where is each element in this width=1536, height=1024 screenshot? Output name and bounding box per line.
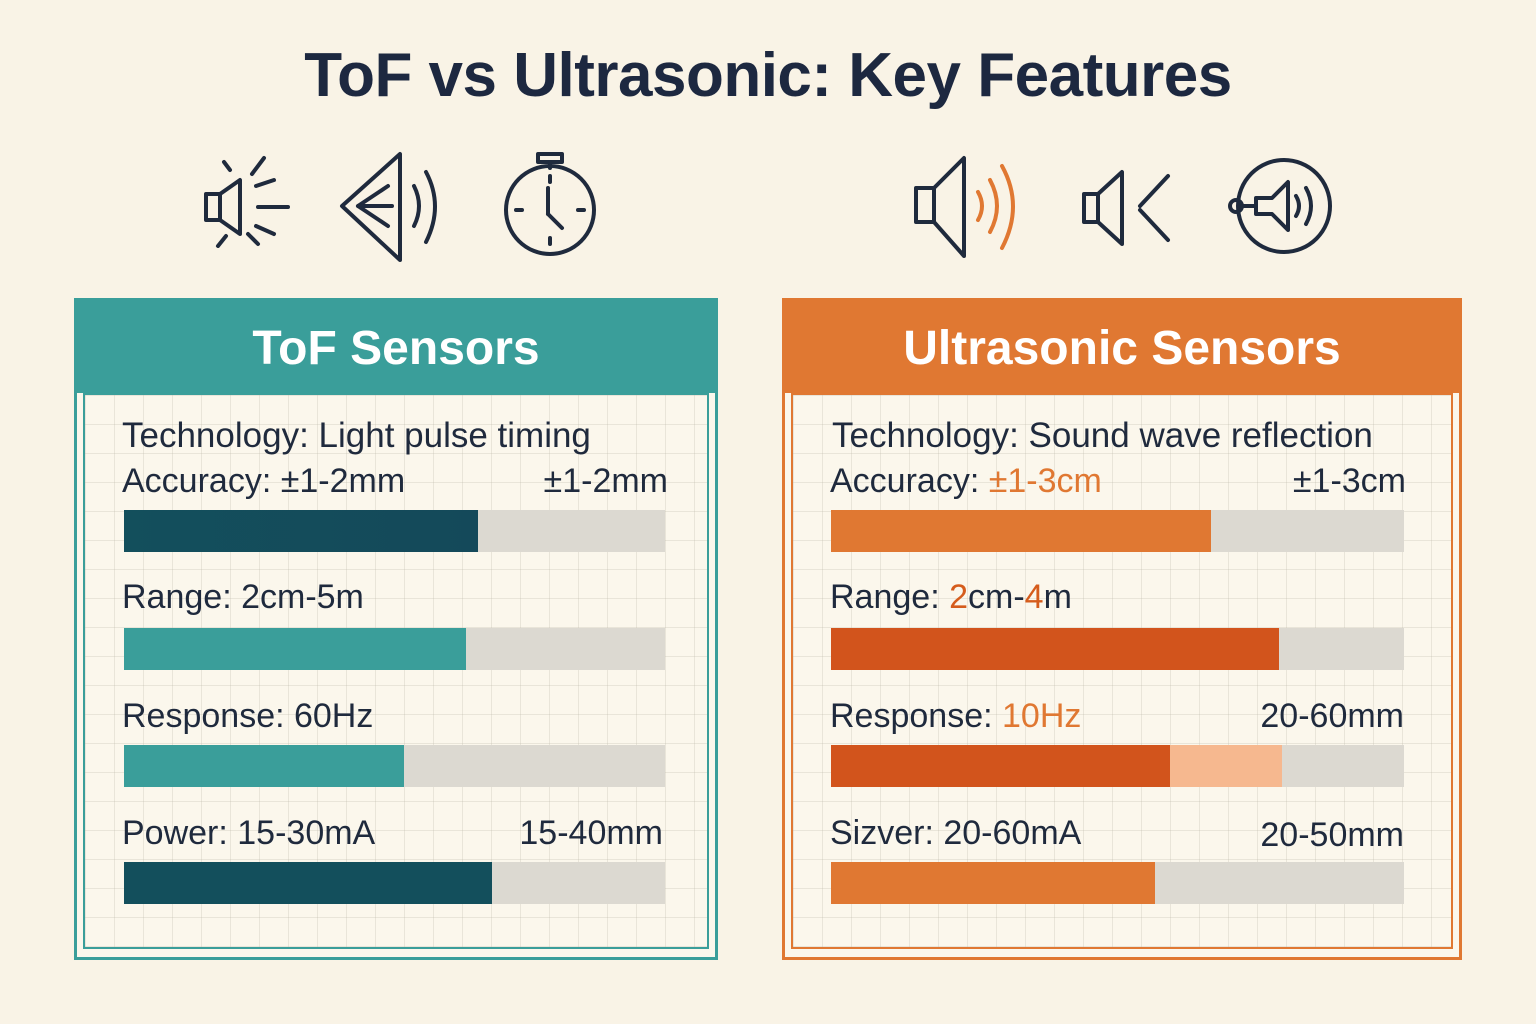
page-title: ToF vs Ultrasonic: Key Features <box>304 41 1232 110</box>
ultra-accuracy-value: ±1-3cm <box>1292 462 1406 500</box>
tof-header: ToF Sensors <box>77 301 715 393</box>
ultra-range-max: 4 <box>1024 578 1044 616</box>
ultra-size-label: Sizver: 20-60mA <box>830 814 1082 852</box>
ultra-accuracy-prefix: Accuracy: <box>830 462 989 500</box>
ultrasonic-header: Ultrasonic Sensors <box>785 301 1459 393</box>
tof-response-label: Response: 60Hz <box>122 697 374 735</box>
ultra-size-bar <box>831 862 1404 904</box>
ultra-accuracy-bar-fill <box>831 510 1212 552</box>
tof-range-label: Range: 2cm-5m <box>122 578 364 616</box>
ultra-range-label: Range: 2cm-4m <box>830 578 1072 617</box>
speaker-echo-icon <box>1080 166 1172 252</box>
ultra-response-value: 20-60mm <box>1260 697 1404 735</box>
speaker-wave-icon <box>336 150 446 266</box>
ultra-range-min: 2 <box>949 578 969 616</box>
tof-power-bar <box>124 862 665 904</box>
ultra-range-mid: cm- <box>968 578 1025 616</box>
ultra-accuracy-highlight: ±1-3cm <box>988 462 1102 500</box>
ultra-range-bar-fill <box>831 628 1280 670</box>
tof-technology: Technology: Light pulse timing <box>122 416 591 455</box>
tof-power-label: Power: 15-30mA <box>122 814 376 852</box>
speaker-burst-icon <box>200 152 296 248</box>
ultra-response-highlight: 10Hz <box>1002 697 1082 735</box>
tof-accuracy-bar <box>124 510 665 552</box>
ultra-response-bar-fill-secondary <box>1169 745 1282 787</box>
ultra-accuracy-bar <box>831 510 1404 552</box>
ultra-range-unit: m <box>1043 578 1072 616</box>
tof-range-bar-fill <box>124 628 467 670</box>
ultra-range-prefix: Range: <box>830 578 950 616</box>
tof-accuracy-value: ±1-2mm <box>543 462 668 500</box>
ultra-technology: Technology: Sound wave reflection <box>832 416 1373 455</box>
ultra-response-prefix: Response: <box>830 697 1002 735</box>
ultrasonic-panel-body <box>791 393 1453 949</box>
tof-power-bar-fill <box>124 862 493 904</box>
ultra-response-bar-fill <box>831 745 1170 787</box>
stopwatch-icon <box>500 150 600 256</box>
tof-response-bar-fill <box>124 745 404 787</box>
ultra-size-bar-fill <box>831 862 1156 904</box>
ultra-response-bar <box>831 745 1404 787</box>
tof-accuracy-label: Accuracy: ±1-2mm <box>122 462 406 500</box>
ultra-size-value: 20-50mm <box>1260 816 1404 854</box>
tof-range-bar <box>124 628 665 670</box>
ultrasonic-transducer-icon <box>1226 156 1334 256</box>
tof-power-value: 15-40mm <box>519 814 663 852</box>
tof-accuracy-bar-fill <box>124 510 479 552</box>
tof-response-bar <box>124 745 665 787</box>
ultra-range-bar <box>831 628 1404 670</box>
speaker-sound-icon <box>912 152 1024 262</box>
tof-panel-body <box>83 393 709 949</box>
ultra-response-label: Response: 10Hz <box>830 697 1081 736</box>
ultra-accuracy-label: Accuracy: ±1-3cm <box>830 462 1102 501</box>
